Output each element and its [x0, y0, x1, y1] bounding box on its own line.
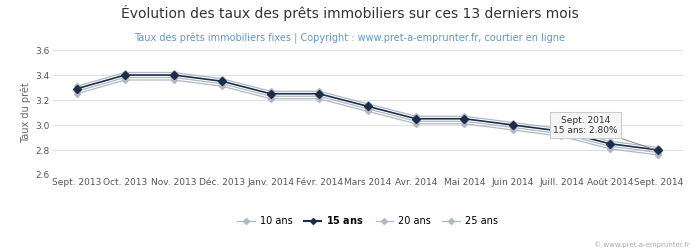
- Text: © www.pret-a-emprunter.fr: © www.pret-a-emprunter.fr: [594, 241, 690, 248]
- Y-axis label: Taux du prêt: Taux du prêt: [21, 82, 32, 143]
- Legend: 10 ans, $\bf{15\ ans}$, 20 ans, 25 ans: 10 ans, $\bf{15\ ans}$, 20 ans, 25 ans: [233, 210, 502, 230]
- Text: Taux des prêts immobiliers fixes | Copyright : www.pret-a-emprunter.fr, courtier: Taux des prêts immobiliers fixes | Copyr…: [134, 32, 566, 44]
- Text: Évolution des taux des prêts immobiliers sur ces 13 derniers mois: Évolution des taux des prêts immobiliers…: [121, 5, 579, 21]
- Text: Sept. 2014
15 ans: 2.80%: Sept. 2014 15 ans: 2.80%: [553, 116, 618, 135]
